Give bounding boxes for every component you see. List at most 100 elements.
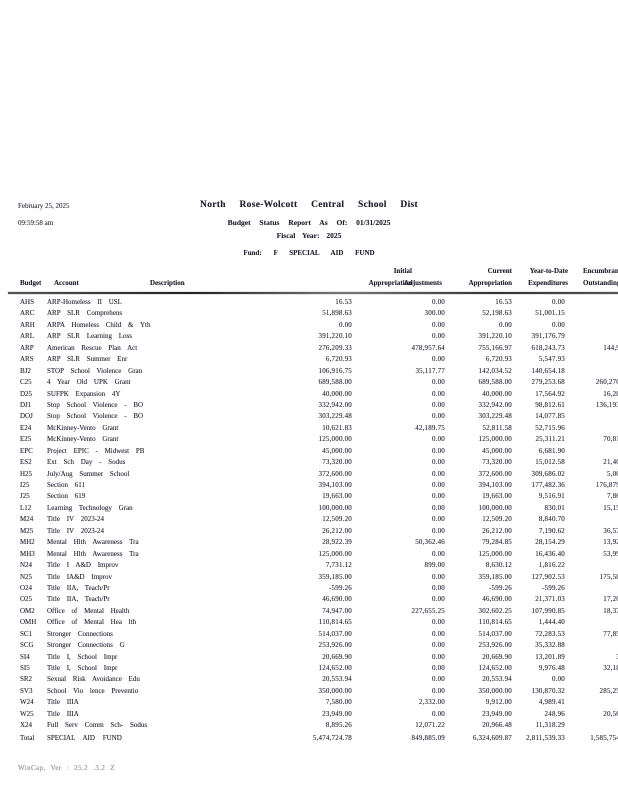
ytd-expenditures-value: 72,283.53 xyxy=(535,629,565,638)
initial-appropriation-value: 332,942.00 xyxy=(318,400,352,409)
initial-appropriation-value: 100,000.00 xyxy=(318,503,352,512)
account-description: Title IIIA xyxy=(47,709,79,718)
adjustments-value: 35,117.77 xyxy=(415,366,445,375)
ytd-expenditures-value: -599.26 xyxy=(542,583,565,592)
table-row: MH2 Mental Hlth Awareness Tra 28,922.39 … xyxy=(0,537,618,548)
ytd-expenditures-value: 1,444.40 xyxy=(538,618,565,627)
adjustments-value: 0.00 xyxy=(431,549,445,558)
account-description: McKinney-Vento Grant xyxy=(47,435,119,444)
adjustments-value: 0.00 xyxy=(431,572,445,581)
col-current-line1: Current xyxy=(487,267,512,275)
col-description: Description xyxy=(150,279,185,287)
budget-account-code: N24 xyxy=(20,561,33,570)
table-row: SC1 Stronger Connections 514,037.00 0.00… xyxy=(0,629,618,640)
total-row: Total SPECIAL AID FUND 5,474,724.78 849,… xyxy=(0,733,618,744)
budget-account-code: D25 xyxy=(20,389,33,398)
encumbrance-outstanding-value: 53,99 xyxy=(603,549,618,558)
ytd-expenditures-value: 1,816.22 xyxy=(538,561,565,570)
total-fund-name: SPECIAL AID FUND xyxy=(47,734,122,742)
current-appropriation-value: 755,166.97 xyxy=(478,343,512,352)
budget-account-code: EPC xyxy=(20,446,33,455)
current-appropriation-value: 6,720.93 xyxy=(485,355,512,364)
ytd-expenditures-value: 0.00 xyxy=(551,320,565,329)
initial-appropriation-value: 0.00 xyxy=(338,320,352,329)
budget-account-code: SI5 xyxy=(20,664,30,672)
current-appropriation-value: 79,284.85 xyxy=(482,538,512,547)
initial-appropriation-value: 276,209.33 xyxy=(318,343,352,352)
encumbrance-outstanding-value: 13,92 xyxy=(603,538,618,547)
initial-appropriation-value: 28,922.39 xyxy=(322,538,352,547)
encumbrance-outstanding-value: 15,15 xyxy=(603,503,618,512)
adjustments-value: 0.00 xyxy=(431,503,445,512)
table-row: BJ2 STOP School Violence Gran 106,916.75… xyxy=(0,366,618,377)
encumbrance-outstanding-value xyxy=(565,560,618,571)
encumbrance-outstanding-value: 36,57 xyxy=(603,526,618,535)
account-description: Full Serv Comm Sch- Sodus xyxy=(47,721,148,730)
encumbrance-outstanding-value: 18,37 xyxy=(603,606,618,615)
encumbrance-outstanding-value xyxy=(565,720,618,731)
initial-appropriation-value: 23,949.00 xyxy=(322,709,352,718)
ytd-expenditures-value: 618,243.73 xyxy=(531,343,565,352)
adjustments-value: 300.00 xyxy=(424,309,445,318)
table-row: J25 Section 619 19,663.00 0.00 19,663.00… xyxy=(0,491,618,502)
table-row: X24 Full Serv Comm Sch- Sodus 8,895.26 1… xyxy=(0,720,618,731)
table-row: O25 Title IIA, Teach/Pr 46,690.00 0.00 4… xyxy=(0,594,618,605)
header-divider xyxy=(8,292,618,294)
report-title: Budget Status Report As Of: 01/31/2025 xyxy=(227,218,391,227)
table-row: L12 Learning Technology Gran 100,000.00 … xyxy=(0,503,618,514)
budget-account-code: ARH xyxy=(20,320,35,329)
ytd-expenditures-value: 15,012.58 xyxy=(535,458,565,467)
ytd-expenditures-value: 5,547.93 xyxy=(538,355,565,364)
col-initial-line2: Appropriation xyxy=(368,279,412,287)
initial-appropriation-value: 12,509.20 xyxy=(322,515,352,524)
account-description: Sexual Risk Avoidance Edu xyxy=(47,675,140,684)
budget-account-code: ARS xyxy=(20,355,34,364)
account-description: Section 611 xyxy=(47,481,85,489)
initial-appropriation-value: 20,553.94 xyxy=(322,675,352,684)
initial-appropriation-value: 372,600.00 xyxy=(318,469,352,478)
budget-account-code: J25 xyxy=(20,492,30,501)
encumbrance-outstanding-value xyxy=(565,617,618,628)
current-appropriation-value: -599.26 xyxy=(489,583,512,592)
encumbrance-outstanding-value: 175,58 xyxy=(599,572,618,581)
total-label: Total xyxy=(20,734,35,742)
budget-account-code: OM2 xyxy=(20,606,35,615)
budget-account-code: SI4 xyxy=(20,652,30,661)
initial-appropriation-value: 303,229.48 xyxy=(318,412,352,421)
current-appropriation-value: 16.53 xyxy=(495,298,512,306)
print-datetime: February 25, 2025 09:59:58 am xyxy=(18,202,70,227)
account-description: Stronger Connections xyxy=(47,629,113,638)
encumbrance-outstanding-value: 21,40 xyxy=(603,458,618,467)
table-row: SI4 Title I, School Impr 20,669.90 0.00 … xyxy=(0,652,618,663)
col-current-line2: Appropriation xyxy=(468,279,512,287)
encumbrance-outstanding-value xyxy=(565,308,618,319)
account-description: School Vio lence Preventio xyxy=(47,686,139,695)
encumbrance-outstanding-value xyxy=(565,583,618,594)
ytd-expenditures-value: 107,990.85 xyxy=(531,606,565,615)
budget-account-code: W25 xyxy=(20,709,34,718)
budget-account-code: DOJ xyxy=(20,412,33,421)
current-appropriation-value: 26,212.00 xyxy=(482,526,512,535)
account-description: Title IA&D Improv xyxy=(47,572,112,581)
adjustments-value: 0.00 xyxy=(431,389,445,398)
encumbrance-outstanding-value xyxy=(565,366,618,377)
account-description: Title IIIA xyxy=(47,698,79,707)
initial-appropriation-value: 125,000.00 xyxy=(318,549,352,558)
account-description: ARPA Homeless Child & Yth xyxy=(47,320,151,329)
total-ytd-expenditures: 2,811,539.33 xyxy=(526,734,565,742)
current-appropriation-value: 20,669.90 xyxy=(482,652,512,661)
budget-account-code: DJ1 xyxy=(20,400,32,409)
account-description: Stop School Violence - BO xyxy=(47,400,144,409)
account-description: ARP SLR Comprehens xyxy=(47,309,123,318)
budget-account-code: ES2 xyxy=(20,458,32,467)
print-time: 09:59:58 am xyxy=(18,219,54,227)
account-description: Stronger Connections G xyxy=(47,641,125,650)
account-description: Section 619 xyxy=(47,492,86,501)
budget-account-code: SCG xyxy=(20,641,34,650)
adjustments-value: 0.00 xyxy=(431,435,445,444)
ytd-expenditures-value: 9,516.91 xyxy=(538,492,565,501)
encumbrance-outstanding-value: 260,270 xyxy=(595,378,618,387)
budget-account-code: I25 xyxy=(20,481,30,489)
adjustments-value: 0.00 xyxy=(431,481,445,489)
table-row: SR2 Sexual Risk Avoidance Edu 20,553.94 … xyxy=(0,674,618,685)
